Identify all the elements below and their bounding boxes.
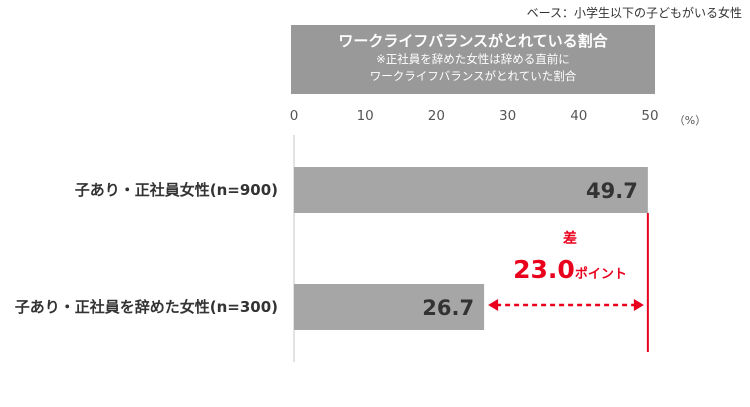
bar — [294, 167, 648, 213]
difference-annotation: 差 23.0ポイント — [488, 213, 649, 352]
x-tick-label: 40 — [570, 108, 587, 124]
x-tick-label: 10 — [357, 108, 374, 124]
difference-label-top: 差 — [563, 230, 577, 247]
bar-value-label: 26.7 — [422, 296, 474, 320]
x-axis-unit: （%） — [674, 114, 706, 127]
base-note: ベース：小学生以下の子どもがいる女性 — [526, 6, 742, 20]
difference-unit: ポイント — [575, 266, 627, 282]
bar — [294, 284, 485, 330]
x-tick-label: 20 — [428, 108, 445, 124]
chart-header-note-line1: ※正社員を辞めた女性は辞める直前に — [376, 52, 570, 66]
bar-value-label: 49.7 — [586, 179, 638, 203]
difference-arrowhead-left — [488, 299, 499, 311]
x-axis-ticks: 0 10 20 30 40 50 — [290, 108, 659, 124]
difference-value-label: 23.0ポイント — [513, 255, 627, 284]
category-label: 子あり・正社員を辞めた女性(n=300) — [15, 298, 278, 316]
bars: 49.7 子あり・正社員女性(n=900) 26.7 子あり・正社員を辞めた女性(n=… — [15, 167, 648, 330]
category-label: 子あり・正社員女性(n=900) — [75, 181, 278, 199]
x-tick-label: 50 — [641, 108, 658, 124]
difference-value: 23.0 — [513, 255, 575, 284]
difference-arrowhead-right — [633, 299, 644, 311]
x-tick-label: 0 — [290, 108, 299, 124]
chart-header-title: ワークライフバランスがとれている割合 — [338, 32, 608, 50]
chart-header-box: ワークライフバランスがとれている割合 ※正社員を辞めた女性は辞める直前に ワーク… — [291, 25, 655, 94]
chart-header-note-line2: ワークライフバランスがとれていた割合 — [369, 69, 577, 83]
x-tick-label: 30 — [499, 108, 516, 124]
